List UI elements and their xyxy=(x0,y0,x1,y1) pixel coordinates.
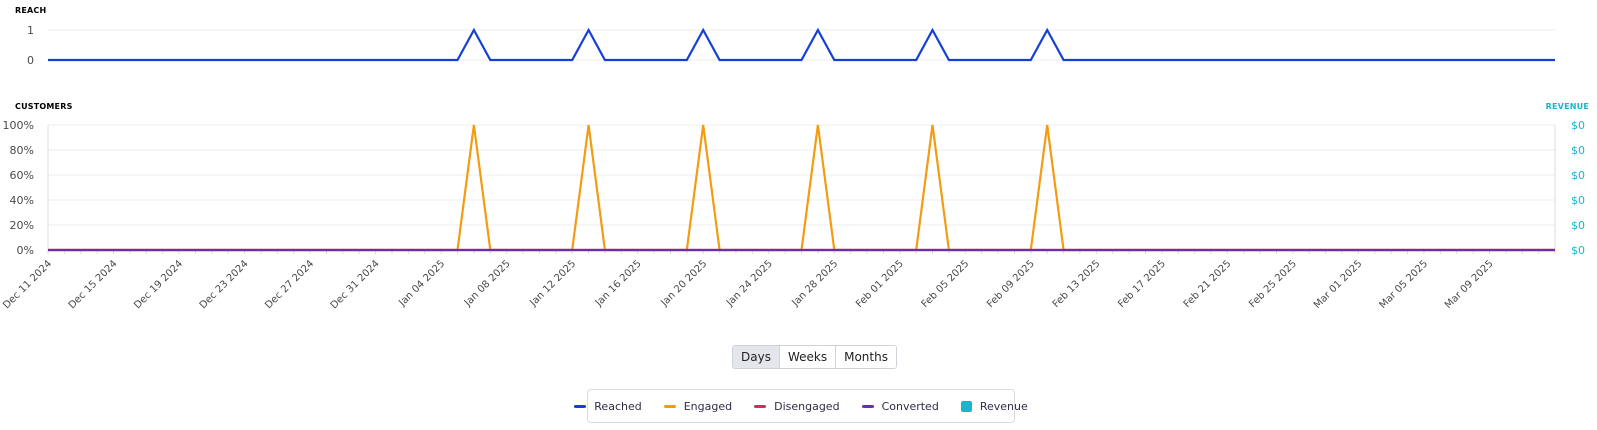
revenue-y-tick-label: $0 xyxy=(1571,119,1585,132)
x-tick-label: Dec 19 2024 xyxy=(132,258,185,311)
x-tick-label: Dec 15 2024 xyxy=(67,258,120,311)
period-button-weeks[interactable]: Weeks xyxy=(779,346,837,368)
legend-label: Disengaged xyxy=(774,399,840,413)
customers-y-tick-label: 100% xyxy=(3,119,34,132)
legend-swatch-revenue xyxy=(960,400,972,412)
x-tick-label: Mar 09 2025 xyxy=(1443,258,1496,311)
x-tick-label: Feb 25 2025 xyxy=(1247,258,1299,310)
x-tick-label: Jan 28 2025 xyxy=(790,258,841,309)
x-tick-label: Feb 13 2025 xyxy=(1051,258,1103,310)
period-toggle-group: Days Weeks Months xyxy=(732,345,897,369)
revenue-y-tick-label: $0 xyxy=(1571,244,1585,257)
reach-y-tick-label: 1 xyxy=(27,24,34,37)
revenue-y-tick-label: $0 xyxy=(1571,169,1585,182)
revenue-axis-title: REVENUE xyxy=(1545,102,1589,111)
x-tick-label: Feb 17 2025 xyxy=(1116,258,1168,310)
legend-item-engaged[interactable]: Engaged xyxy=(663,399,733,413)
reach-series-reached xyxy=(48,27,1555,62)
revenue-y-tick-label: $0 xyxy=(1571,219,1585,232)
x-tick-label: Dec 11 2024 xyxy=(1,258,54,311)
customers-y-tick-label: 20% xyxy=(10,219,34,232)
x-tick-label: Feb 01 2025 xyxy=(854,258,906,310)
legend-label: Revenue xyxy=(979,399,1028,413)
customers-series-engaged xyxy=(48,124,1555,252)
legend-item-reached[interactable]: Reached xyxy=(574,399,642,413)
customers-panel-title: CUSTOMERS xyxy=(15,102,73,111)
customers-y-tick-label: 60% xyxy=(10,169,34,182)
reach-panel-title: REACH xyxy=(15,6,47,15)
x-tick-label: Dec 23 2024 xyxy=(198,258,251,311)
revenue-y-tick-label: $0 xyxy=(1571,194,1585,207)
x-tick-label: Mar 01 2025 xyxy=(1312,258,1365,311)
period-button-months[interactable]: Months xyxy=(836,346,896,368)
legend-item-revenue[interactable]: Revenue xyxy=(960,399,1028,413)
chart-legend: Reached Engaged Disengaged Converted Revenue xyxy=(574,389,1028,423)
legend-label: Engaged xyxy=(683,399,733,413)
x-tick-label: Jan 12 2025 xyxy=(527,258,578,309)
x-tick-label: Dec 31 2024 xyxy=(329,258,382,311)
x-tick-label: Feb 21 2025 xyxy=(1182,258,1234,310)
revenue-y-tick-label: $0 xyxy=(1571,144,1585,157)
x-tick-label: Jan 04 2025 xyxy=(396,258,447,309)
legend-item-converted[interactable]: Converted xyxy=(861,399,939,413)
legend-swatch-reached xyxy=(574,404,587,408)
customers-y-tick-label: 40% xyxy=(10,194,34,207)
customer-journey-chart: 0 1 0% 20% 40% 60% 80% 100% $0 $0 $0 $0 $0 $0 Dec 11 2… xyxy=(1,24,1585,311)
customers-y-tick-label: 0% xyxy=(17,244,34,257)
legend-swatch-disengaged xyxy=(754,404,767,408)
x-tick-label: Jan 24 2025 xyxy=(724,258,775,309)
x-tick-label: Jan 08 2025 xyxy=(462,258,513,309)
x-tick-label: Feb 09 2025 xyxy=(985,258,1037,310)
legend-swatch-converted xyxy=(861,404,874,408)
period-button-days[interactable]: Days xyxy=(733,346,780,368)
x-tick-label: Feb 05 2025 xyxy=(920,258,972,310)
customers-y-tick-label: 80% xyxy=(10,144,34,157)
legend-label: Converted xyxy=(881,399,939,413)
legend-swatch-engaged xyxy=(663,404,676,408)
legend-item-disengaged[interactable]: Disengaged xyxy=(754,399,840,413)
reach-y-tick-label: 0 xyxy=(27,54,34,67)
x-tick-label: Jan 20 2025 xyxy=(658,258,709,309)
x-tick-label: Mar 05 2025 xyxy=(1377,258,1430,311)
legend-label: Reached xyxy=(594,399,642,413)
x-tick-label: Jan 16 2025 xyxy=(593,258,644,309)
x-tick-label: Dec 27 2024 xyxy=(263,258,316,311)
